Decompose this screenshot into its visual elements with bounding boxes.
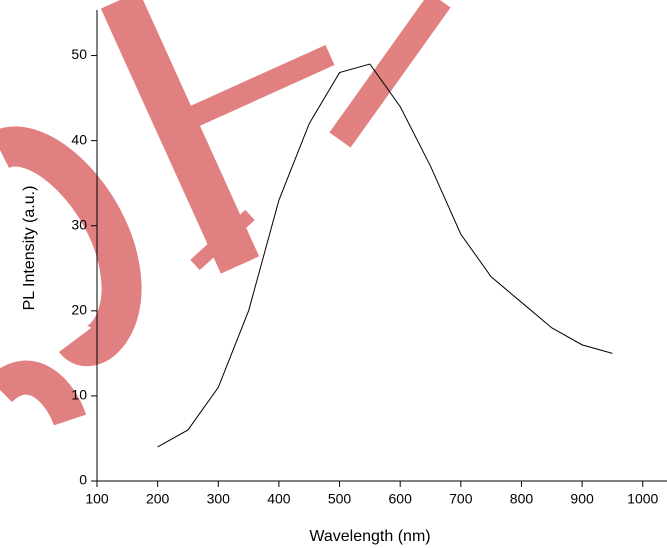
x-tick-label: 800: [510, 491, 534, 507]
x-tick-label: 500: [328, 491, 352, 507]
x-axis-title: Wavelength (nm): [309, 528, 430, 545]
x-tick-label: 100: [85, 491, 109, 507]
watermark-stroke: [190, 209, 255, 271]
y-tick-label: 40: [71, 131, 87, 147]
x-tick-label: 700: [449, 491, 473, 507]
x-tick-label: 600: [389, 491, 413, 507]
x-tick-label: 900: [570, 491, 594, 507]
y-axis-title: PL Intensity (a.u.): [21, 186, 38, 311]
y-tick-label: 0: [79, 472, 87, 488]
data-line: [157, 63, 613, 448]
watermark-stroke: [329, 0, 451, 148]
y-tick-label: 20: [71, 302, 87, 318]
x-tick-label: 200: [146, 491, 170, 507]
watermark-stroke: [0, 360, 87, 427]
y-tick-label: 10: [71, 387, 87, 403]
x-tick-label: 300: [207, 491, 231, 507]
watermark: [0, 0, 451, 427]
x-tick-label: 1000: [627, 491, 658, 507]
y-tick-label: 30: [71, 216, 87, 232]
y-tick-label: 50: [71, 46, 87, 62]
watermark-stroke: [0, 126, 142, 366]
watermark-stroke: [170, 44, 335, 136]
x-tick-label: 400: [267, 491, 291, 507]
